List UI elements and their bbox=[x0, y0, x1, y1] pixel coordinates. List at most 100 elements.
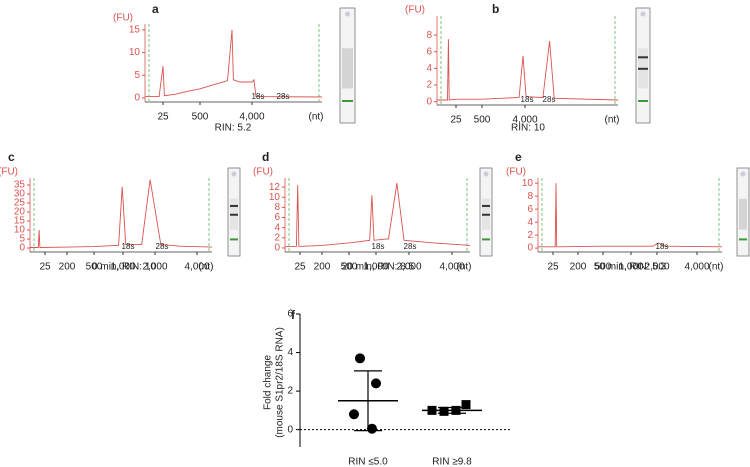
x-tick-label: 4,000 bbox=[439, 262, 464, 273]
y-tick-label: 25 bbox=[14, 198, 26, 209]
y-tick-label: 10 bbox=[14, 225, 26, 236]
x-tick-label: 1,000 bbox=[618, 262, 643, 273]
y-axis-label: (FU) bbox=[405, 5, 425, 16]
gel-band bbox=[638, 67, 648, 70]
y-tick-label: 4 bbox=[527, 217, 533, 228]
x-tick-label: 4,000 bbox=[684, 262, 709, 273]
point bbox=[439, 406, 449, 416]
y-tick-label: 6 bbox=[426, 46, 432, 57]
y-tick-label: 20 bbox=[14, 207, 26, 218]
y-tick-label: 15 bbox=[14, 216, 26, 227]
y-tick-label: 0 bbox=[426, 96, 432, 107]
x-tick-label: RIN ≤5.0 bbox=[348, 457, 388, 467]
y-tick-label: 10 bbox=[269, 192, 281, 203]
point bbox=[461, 400, 471, 410]
x-tick-label: 200 bbox=[314, 262, 331, 273]
peak-label: 28s bbox=[543, 95, 556, 104]
gel-well bbox=[345, 11, 350, 17]
x-tick-label: 25 bbox=[450, 115, 462, 126]
x-tick-label: 200 bbox=[570, 262, 587, 273]
x-tick-label: 2,000 bbox=[644, 262, 669, 273]
y-tick-label: 2 bbox=[287, 386, 293, 397]
x-tick-label: 500 bbox=[341, 262, 358, 273]
point bbox=[371, 378, 381, 389]
gel-marker bbox=[230, 238, 238, 241]
caption: 20 min, RIN: 8.5 bbox=[342, 262, 415, 273]
y-tick-label: 2 bbox=[274, 232, 280, 243]
y-tick-label: 0 bbox=[134, 93, 140, 104]
peak-label: 18s bbox=[252, 92, 265, 101]
gel-marker bbox=[482, 238, 490, 241]
peak-label: 18s bbox=[656, 242, 669, 251]
trace bbox=[30, 179, 213, 248]
panel-letter: a bbox=[152, 2, 159, 16]
point bbox=[349, 409, 359, 420]
y-tick-label: 4 bbox=[274, 222, 280, 233]
x-axis-label: (nt) bbox=[605, 115, 620, 126]
y-tick-label: 10 bbox=[522, 178, 534, 189]
y-tick-label: 30 bbox=[14, 189, 26, 200]
x-tick-label: 200 bbox=[59, 262, 76, 273]
y-tick-label: 10 bbox=[129, 47, 141, 58]
x-axis-label: (nt) bbox=[709, 262, 724, 273]
y-tick-label: 12 bbox=[269, 182, 281, 193]
y-tick-label: 15 bbox=[129, 25, 141, 36]
y-tick-label: 6 bbox=[287, 309, 293, 320]
y-axis-label: (FU) bbox=[253, 167, 273, 178]
trace bbox=[145, 29, 323, 98]
peak-label: 28s bbox=[404, 242, 417, 251]
y-tick-label: 5 bbox=[134, 70, 140, 81]
y-tick-label: 5 bbox=[19, 234, 25, 245]
y-tick-label: 6 bbox=[527, 204, 533, 215]
caption: RIN: 10 bbox=[511, 123, 545, 134]
gel-band bbox=[230, 213, 238, 216]
peak-label: 28s bbox=[277, 92, 290, 101]
gel-well bbox=[231, 171, 237, 177]
peak-label: 28s bbox=[156, 242, 169, 251]
y-tick-label: 2 bbox=[527, 230, 533, 241]
gel-lane bbox=[227, 167, 241, 257]
y-axis-label: (mouse S1pr2/18S RNA) bbox=[275, 327, 286, 438]
gel-well bbox=[740, 171, 746, 177]
y-tick-label: 0 bbox=[274, 243, 280, 254]
panel-letter: c bbox=[8, 150, 15, 164]
y-tick-label: 8 bbox=[274, 202, 280, 213]
gel-band bbox=[482, 204, 490, 207]
y-tick-label: 8 bbox=[426, 30, 432, 41]
y-tick-label: 0 bbox=[19, 243, 25, 254]
x-tick-label: 25 bbox=[157, 112, 169, 123]
gel-smear bbox=[739, 198, 747, 230]
y-tick-label: 6 bbox=[274, 212, 280, 223]
x-tick-label: 2,000 bbox=[396, 262, 421, 273]
x-tick-label: 500 bbox=[192, 112, 209, 123]
trace bbox=[437, 39, 619, 101]
y-tick-label: 0 bbox=[527, 243, 533, 254]
x-tick-label: 4,000 bbox=[184, 262, 209, 273]
gel-lane bbox=[635, 7, 651, 124]
panel-letter: f bbox=[291, 308, 296, 322]
panel-letter: b bbox=[492, 2, 499, 16]
y-tick-label: 4 bbox=[426, 63, 432, 74]
y-tick-label: 0 bbox=[287, 424, 293, 435]
trace bbox=[538, 183, 723, 248]
point bbox=[355, 353, 365, 364]
y-tick-label: 2 bbox=[426, 80, 432, 91]
x-tick-label: 500 bbox=[595, 262, 612, 273]
peak-label: 18s bbox=[372, 242, 385, 251]
caption: 50 min, RIN: 5.3 bbox=[594, 262, 667, 273]
x-tick-label: 4,000 bbox=[239, 112, 264, 123]
x-tick-label: 25 bbox=[547, 262, 559, 273]
y-axis-label: (FU) bbox=[0, 167, 18, 178]
x-axis-label: (nt) bbox=[457, 262, 472, 273]
y-tick-label: 4 bbox=[287, 347, 293, 358]
x-tick-label: 25 bbox=[294, 262, 306, 273]
x-tick-label: 1,000 bbox=[363, 262, 388, 273]
peak-label: 18s bbox=[521, 95, 534, 104]
gel-band bbox=[638, 56, 648, 59]
caption: 0 min, RIN: 10 bbox=[92, 262, 156, 273]
y-tick-label: 8 bbox=[527, 191, 533, 202]
panel-letter: d bbox=[262, 150, 269, 164]
gel-smear bbox=[342, 48, 353, 89]
x-tick-label: 2,000 bbox=[142, 262, 167, 273]
